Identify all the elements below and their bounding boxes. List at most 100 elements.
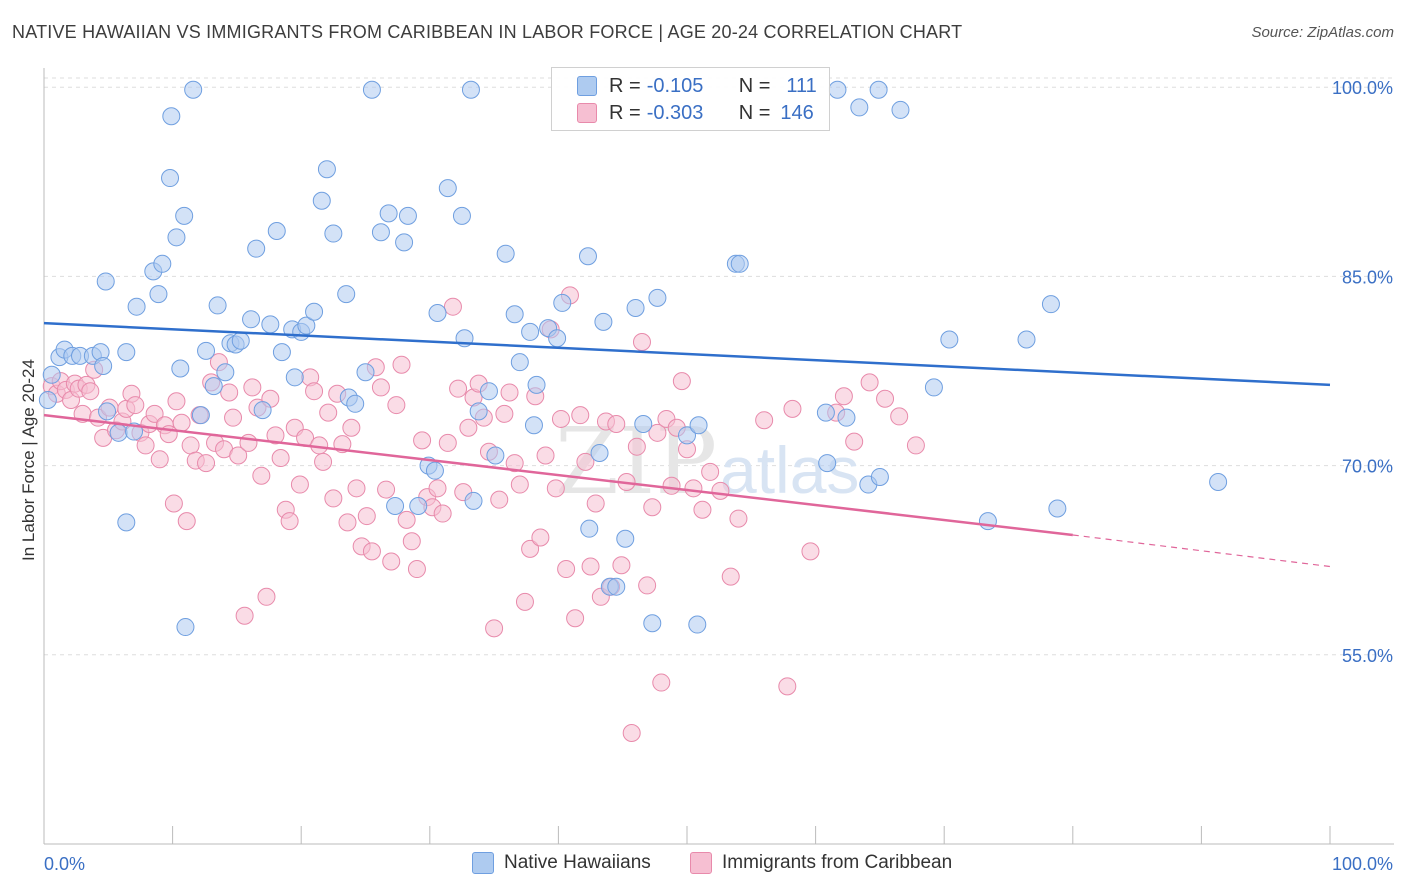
caribbean-point [181, 436, 200, 455]
native-hawaiian-point [272, 343, 291, 362]
native-hawaiian-point [940, 330, 959, 349]
native-hawaiian-point [924, 378, 943, 397]
caribbean-point [622, 724, 641, 743]
legend-row-native-hawaiians: R = -0.105 N = 111 [577, 73, 817, 99]
y-tick-label: 100.0% [1332, 78, 1393, 98]
native-hawaiian-point [261, 315, 280, 334]
y-tick-label: 85.0% [1342, 267, 1393, 287]
caribbean-point [721, 567, 740, 586]
series-caribbean-points [42, 286, 925, 743]
legend-item-native-hawaiians: Native Hawaiians [472, 852, 651, 874]
native-hawaiian-point [428, 303, 447, 322]
native-hawaiian-point [127, 297, 146, 316]
caribbean-point [413, 431, 432, 450]
native-hawaiian-point [98, 402, 117, 421]
native-hawaiian-point [38, 391, 57, 410]
native-hawaiian-point [616, 529, 635, 548]
native-hawaiian-point [197, 341, 216, 360]
native-hawaiian-point [285, 368, 304, 387]
native-hawaiian-point [204, 377, 223, 396]
caribbean-point [172, 413, 191, 432]
caribbean-point [546, 479, 565, 498]
caribbean-trendline-extension [1072, 534, 1331, 568]
native-hawaiian-point [208, 296, 227, 315]
native-hawaiian-point [479, 382, 498, 401]
caribbean-point [252, 466, 271, 485]
native-hawaiian-point [648, 288, 667, 307]
native-hawaiian-point [1048, 499, 1067, 518]
series-legend: Native Hawaiians Immigrants from Caribbe… [0, 852, 1406, 878]
caribbean-point [220, 383, 239, 402]
caribbean-point [845, 432, 864, 451]
native-hawaiian-point [496, 244, 515, 263]
caribbean-point [672, 372, 691, 391]
native-hawaiian-point [176, 618, 195, 637]
caribbean-point [377, 480, 396, 499]
native-hawaiian-point [524, 416, 543, 435]
native-hawaiian-point [510, 353, 529, 372]
native-hawaiian-point [486, 446, 505, 465]
native-hawaiian-point [461, 80, 480, 99]
native-hawaiian-point [869, 80, 888, 99]
native-hawaiian-point [94, 356, 113, 375]
native-hawaiian-point [689, 416, 708, 435]
native-hawaiian-point [267, 222, 286, 241]
native-hawaiian-point [643, 614, 662, 633]
caribbean-point [126, 396, 145, 415]
caribbean-point [319, 403, 338, 422]
legend-swatch-pink [577, 103, 597, 123]
native-hawaiian-trendline [43, 321, 1331, 387]
caribbean-point [607, 414, 626, 433]
caribbean-point [890, 407, 909, 426]
caribbean-point [648, 423, 667, 442]
caribbean-point [662, 476, 681, 495]
native-hawaiian-point [626, 298, 645, 317]
native-hawaiian-point [688, 615, 707, 634]
caribbean-point [576, 452, 595, 471]
native-hawaiian-point [818, 454, 837, 473]
source-credit: Source: ZipAtlas.com [1251, 24, 1394, 41]
caribbean-trendline [43, 413, 1073, 537]
native-hawaiian-point [109, 423, 128, 442]
caribbean-point [490, 490, 509, 509]
legend-n-value: 111 [786, 74, 817, 97]
native-hawaiian-point [42, 365, 61, 384]
caribbean-point [305, 382, 324, 401]
caribbean-point [243, 378, 262, 397]
correlation-legend: R = -0.105 N = 111 R = -0.303 N = 146 [551, 67, 830, 131]
caribbean-point [338, 513, 357, 532]
legend-swatch-blue [472, 852, 494, 874]
native-hawaiian-point [362, 80, 381, 99]
caribbean-point [443, 297, 462, 316]
caribbean-point [729, 509, 748, 528]
caribbean-point [557, 560, 576, 579]
caribbean-point [150, 450, 169, 469]
native-hawaiian-point [242, 310, 261, 329]
caribbean-point [566, 609, 585, 628]
caribbean-point [136, 436, 155, 455]
caribbean-point [632, 333, 651, 352]
caribbean-point [531, 528, 550, 547]
native-hawaiian-point [167, 228, 186, 247]
native-hawaiian-point [891, 100, 910, 119]
native-hawaiian-point [247, 239, 266, 258]
caribbean-point [711, 481, 730, 500]
caribbean-point [177, 512, 196, 531]
caribbean-point [347, 479, 366, 498]
caribbean-point [382, 552, 401, 571]
native-hawaiian-point [505, 305, 524, 324]
legend-label-native-hawaiians: Native Hawaiians [504, 852, 651, 873]
legend-item-caribbean: Immigrants from Caribbean [690, 852, 952, 874]
native-hawaiian-point [149, 285, 168, 304]
native-hawaiian-point [231, 331, 250, 350]
native-hawaiian-point [634, 414, 653, 433]
caribbean-point [515, 592, 534, 611]
legend-n-label: N = [738, 101, 771, 124]
native-hawaiian-point [398, 206, 417, 225]
native-hawaiian-point [297, 316, 316, 335]
caribbean-point [428, 479, 447, 498]
legend-r-label: R = [609, 101, 641, 124]
caribbean-point [783, 399, 802, 418]
caribbean-point [271, 449, 290, 468]
caribbean-point [536, 446, 555, 465]
